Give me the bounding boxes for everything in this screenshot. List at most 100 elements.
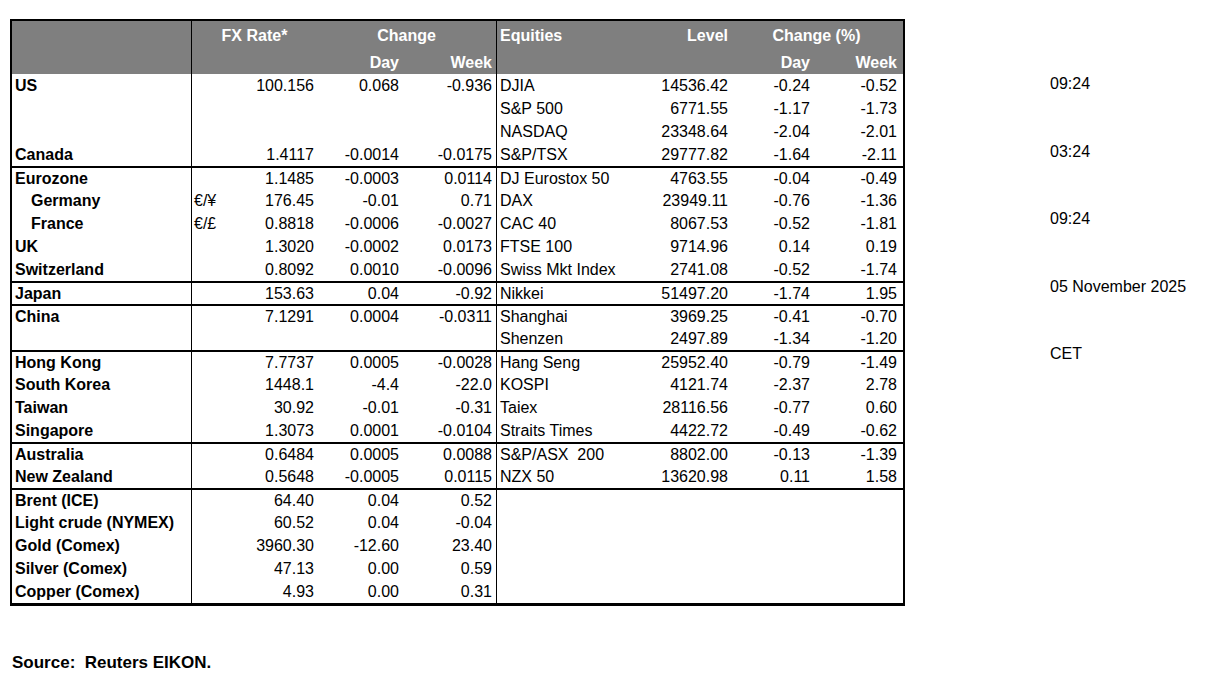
equity-index-label: Nikkei (497, 283, 637, 304)
equity-change-day-value: -0.13 (730, 444, 812, 465)
currency-pair-label (192, 465, 218, 488)
header-spacer-cell (497, 51, 637, 74)
equity-level-value (637, 534, 730, 557)
currency-pair-label (192, 120, 218, 143)
fx-rate-value: 30.92 (218, 396, 317, 419)
equity-level-value: 23949.11 (637, 189, 730, 212)
region-label: Brent (ICE) (12, 490, 192, 511)
currency-pair-label (192, 306, 218, 327)
equity-change-day-value (730, 511, 812, 534)
equity-level-value (637, 557, 730, 580)
time-1: 09:24 (1050, 73, 1186, 96)
fx-rate-value: 0.5648 (218, 465, 317, 488)
equity-level-value: 14536.42 (637, 74, 730, 97)
equity-index-label: DJ Eurostox 50 (497, 168, 637, 189)
fx-change-day-value: -0.0005 (317, 465, 402, 488)
region-label (12, 327, 192, 350)
equity-change-day-value: -0.52 (730, 258, 812, 281)
equity-level-value: 28116.56 (637, 396, 730, 419)
equity-change-day-value: -0.77 (730, 396, 812, 419)
fx-change-week-value: -0.31 (402, 396, 497, 419)
region-label: Japan (12, 283, 192, 304)
equity-change-week-value (812, 511, 903, 534)
equity-change-week-value (812, 534, 903, 557)
fx-change-week-value: -0.0104 (402, 419, 497, 442)
region-label (12, 120, 192, 143)
fx-change-week-value: 0.52 (402, 490, 497, 511)
currency-pair-label (192, 490, 218, 511)
table-row: Singapore 1.3073 0.0001 -0.0104 Straits … (12, 419, 903, 442)
region-label: Copper (Comex) (12, 580, 192, 603)
fx-change-day-value: -0.0006 (317, 212, 402, 235)
table-row: Japan 153.63 0.04 -0.92 Nikkei 51497.20 … (12, 281, 903, 304)
table-header-row-1: FX Rate* Change Equities Level Change (%… (12, 21, 903, 51)
equity-change-week-value: 0.19 (812, 235, 903, 258)
market-report-page: FX Rate* Change Equities Level Change (%… (0, 0, 1209, 677)
fx-change-week-value (402, 120, 497, 143)
region-label: New Zealand (12, 465, 192, 488)
equity-change-week-value: -1.73 (812, 97, 903, 120)
fx-change-week-value: 0.0088 (402, 444, 497, 465)
equity-change-day-value: -0.49 (730, 419, 812, 442)
equity-change-week-value: 2.78 (812, 373, 903, 396)
fx-change-day-value: 0.068 (317, 74, 402, 97)
fx-change-day-value: -0.01 (317, 189, 402, 212)
fx-rate-value: 153.63 (218, 283, 317, 304)
table-body: US 100.156 0.068 -0.936 DJIA 14536.42 -0… (12, 74, 903, 603)
equity-level-value: 8802.00 (637, 444, 730, 465)
fx-change-week-value: 0.59 (402, 557, 497, 580)
fx-rate-value: 1448.1 (218, 373, 317, 396)
equity-index-label: S&P/ASX 200 (497, 444, 637, 465)
equity-index-label: DJIA (497, 74, 637, 97)
region-label: Singapore (12, 419, 192, 442)
equity-change-week-value (812, 580, 903, 603)
equity-level-value: 2741.08 (637, 258, 730, 281)
table-row: Switzerland 0.8092 0.0010 -0.0096 Swiss … (12, 258, 903, 281)
fx-change-week-value: 0.0173 (402, 235, 497, 258)
region-label (12, 97, 192, 120)
equity-change-day-value: -0.79 (730, 352, 812, 373)
equity-index-label: S&P/TSX (497, 143, 637, 166)
equity-index-label (497, 580, 637, 603)
equity-change-week-value: -0.62 (812, 419, 903, 442)
time-2: 03:24 (1050, 141, 1186, 164)
equity-change-day-value: -2.37 (730, 373, 812, 396)
currency-pair-label (192, 74, 218, 97)
region-label: Hong Kong (12, 352, 192, 373)
equity-change-day-value: -0.76 (730, 189, 812, 212)
fx-change-day-value: 0.0004 (317, 306, 402, 327)
currency-pair-label (192, 511, 218, 534)
table-row: Taiwan 30.92 -0.01 -0.31 Taiex 28116.56 … (12, 396, 903, 419)
table-row: Australia 0.6484 0.0005 0.0088 S&P/ASX 2… (12, 442, 903, 465)
fx-rate-value: 4.93 (218, 580, 317, 603)
equities-change-pct-header: Change (%) (730, 21, 903, 51)
fx-rate-header: FX Rate* (192, 21, 317, 51)
fx-change-week-value: 0.31 (402, 580, 497, 603)
equity-change-week-value: -1.20 (812, 327, 903, 350)
fx-rate-value: 0.8818 (218, 212, 317, 235)
fx-change-week-value: -0.0311 (402, 306, 497, 327)
currency-pair-label (192, 283, 218, 304)
header-spacer-cell (12, 51, 192, 74)
table-row: Brent (ICE) 64.40 0.04 0.52 (12, 488, 903, 511)
fx-rate-value (218, 97, 317, 120)
currency-pair-label (192, 327, 218, 350)
table-header-row-2: Day Week Day Week (12, 51, 903, 74)
equity-level-value: 2497.89 (637, 327, 730, 350)
equity-change-day-value: 0.14 (730, 235, 812, 258)
region-label: Germany (12, 189, 192, 212)
table-row: South Korea 1448.1 -4.4 -22.0 KOSPI 4121… (12, 373, 903, 396)
equity-level-value: 23348.64 (637, 120, 730, 143)
table-row: S&P 500 6771.55 -1.17 -1.73 (12, 97, 903, 120)
fx-change-day-value (317, 120, 402, 143)
equity-change-day-value: -0.24 (730, 74, 812, 97)
equity-change-day-value: -2.04 (730, 120, 812, 143)
equity-index-label: DAX (497, 189, 637, 212)
region-label: Canada (12, 143, 192, 166)
equity-change-day-value: 0.11 (730, 465, 812, 488)
region-label: US (12, 74, 192, 97)
fx-change-week-value: 23.40 (402, 534, 497, 557)
currency-pair-label (192, 444, 218, 465)
region-label: Silver (Comex) (12, 557, 192, 580)
fx-rate-value: 0.8092 (218, 258, 317, 281)
